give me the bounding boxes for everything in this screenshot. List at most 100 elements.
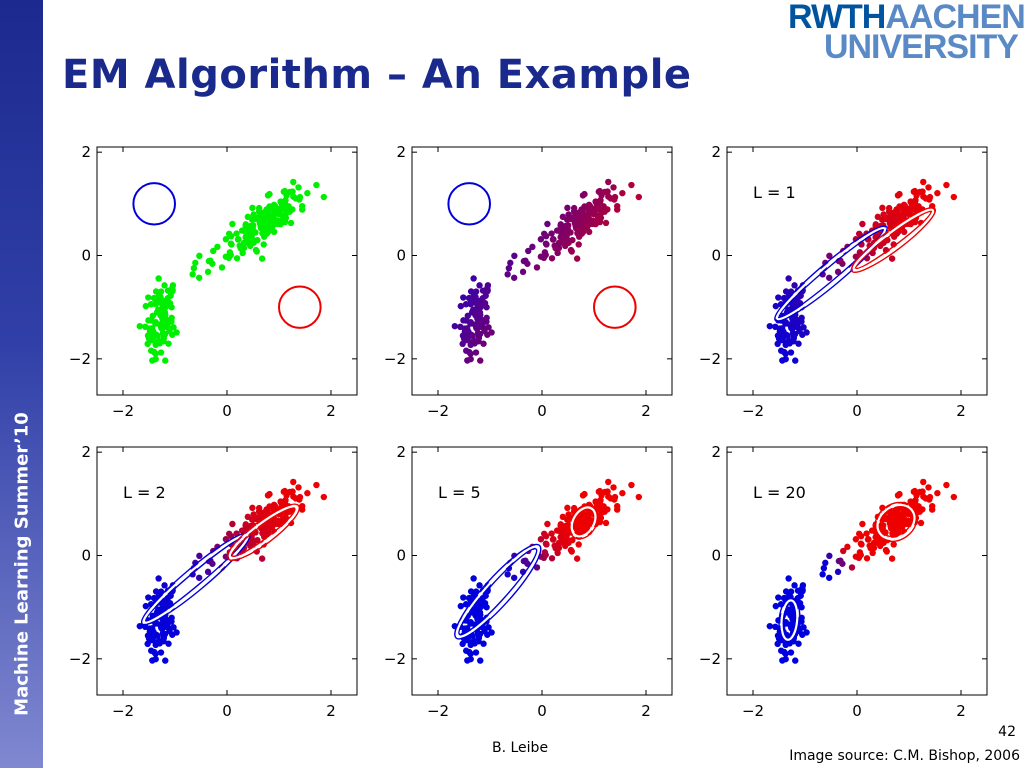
data-point	[468, 339, 475, 346]
data-point	[825, 574, 833, 581]
data-point	[253, 515, 260, 523]
data-point	[148, 647, 155, 654]
data-point	[902, 203, 909, 210]
data-point	[463, 647, 470, 654]
y-tick-label: −2	[699, 350, 721, 368]
data-point	[485, 324, 492, 331]
data-point	[604, 188, 611, 195]
data-point	[152, 319, 159, 326]
data-point	[477, 657, 484, 664]
data-point	[250, 511, 257, 518]
data-point	[157, 649, 165, 656]
slide-title: EM Algorithm – An Example	[62, 52, 692, 98]
data-point	[925, 184, 932, 191]
data-point	[160, 335, 167, 342]
data-point	[787, 588, 795, 595]
data-point	[313, 481, 320, 489]
data-point	[154, 306, 162, 313]
data-point	[872, 221, 879, 228]
data-point	[628, 481, 635, 489]
data-point	[883, 548, 890, 555]
data-point	[533, 564, 541, 571]
data-point	[551, 542, 558, 549]
data-point	[874, 213, 882, 221]
logo-university-text: UNIVERSITY	[823, 28, 1019, 66]
data-point	[610, 184, 617, 191]
data-point	[582, 518, 589, 525]
data-point	[581, 490, 588, 498]
gaussian-contour-inner	[879, 506, 913, 538]
data-point	[785, 575, 792, 582]
data-point	[561, 539, 569, 547]
data-point	[154, 606, 162, 613]
data-point	[950, 493, 958, 501]
data-point	[195, 274, 203, 281]
data-point	[920, 193, 927, 200]
gaussian-contour-outer	[454, 543, 542, 640]
data-point	[894, 508, 901, 515]
data-point	[467, 619, 474, 626]
data-point	[463, 347, 470, 354]
data-point	[476, 282, 483, 289]
data-point	[296, 196, 303, 203]
data-point	[533, 264, 541, 271]
x-tick-label: −2	[427, 702, 449, 720]
data-point	[266, 490, 273, 498]
data-point	[855, 230, 863, 237]
y-tick-label: 2	[81, 443, 91, 461]
x-tick-label: 2	[641, 702, 651, 720]
x-tick-label: −2	[112, 702, 134, 720]
data-point	[766, 322, 774, 330]
data-point	[855, 530, 863, 537]
data-point	[834, 268, 842, 276]
data-point	[144, 340, 151, 348]
data-point	[613, 506, 621, 513]
data-point	[880, 211, 887, 218]
data-point	[255, 204, 263, 212]
data-point	[169, 631, 176, 638]
data-point	[865, 536, 872, 543]
data-point	[210, 247, 217, 255]
data-point	[227, 240, 235, 247]
data-point	[772, 602, 780, 610]
data-point	[519, 268, 527, 276]
data-point	[778, 347, 785, 354]
data-point	[470, 575, 477, 582]
data-point	[504, 271, 511, 278]
data-point	[825, 274, 833, 281]
data-point	[635, 493, 643, 501]
data-point	[557, 521, 564, 528]
data-point	[313, 181, 320, 189]
data-point	[775, 294, 782, 301]
data-point	[565, 211, 572, 218]
data-point	[225, 230, 233, 237]
gaussian-contour-outer	[774, 225, 888, 322]
x-tick-label: 0	[222, 702, 232, 720]
data-point	[839, 560, 846, 567]
data-point	[581, 224, 588, 232]
data-point	[249, 224, 256, 231]
scatter-panel-6: −2 0 2 2 0 −2 L = 20	[699, 443, 988, 720]
data-point	[548, 230, 555, 237]
data-point	[792, 657, 799, 664]
data-point	[469, 606, 477, 613]
data-point	[168, 318, 175, 325]
data-point	[926, 496, 933, 503]
data-point	[461, 625, 468, 632]
data-point	[290, 193, 297, 200]
data-point	[578, 514, 585, 521]
data-point	[462, 301, 470, 308]
data-point	[540, 230, 548, 237]
data-point	[570, 204, 578, 212]
x-tick-label: −2	[112, 402, 134, 420]
y-tick-label: 0	[81, 247, 91, 265]
data-point	[166, 599, 174, 607]
data-point	[282, 514, 290, 522]
data-point	[467, 288, 475, 295]
x-tick-label: −2	[742, 402, 764, 420]
data-point	[277, 499, 284, 506]
data-point	[304, 189, 311, 197]
data-point	[548, 530, 555, 537]
data-point	[784, 306, 792, 313]
data-point	[774, 640, 781, 648]
